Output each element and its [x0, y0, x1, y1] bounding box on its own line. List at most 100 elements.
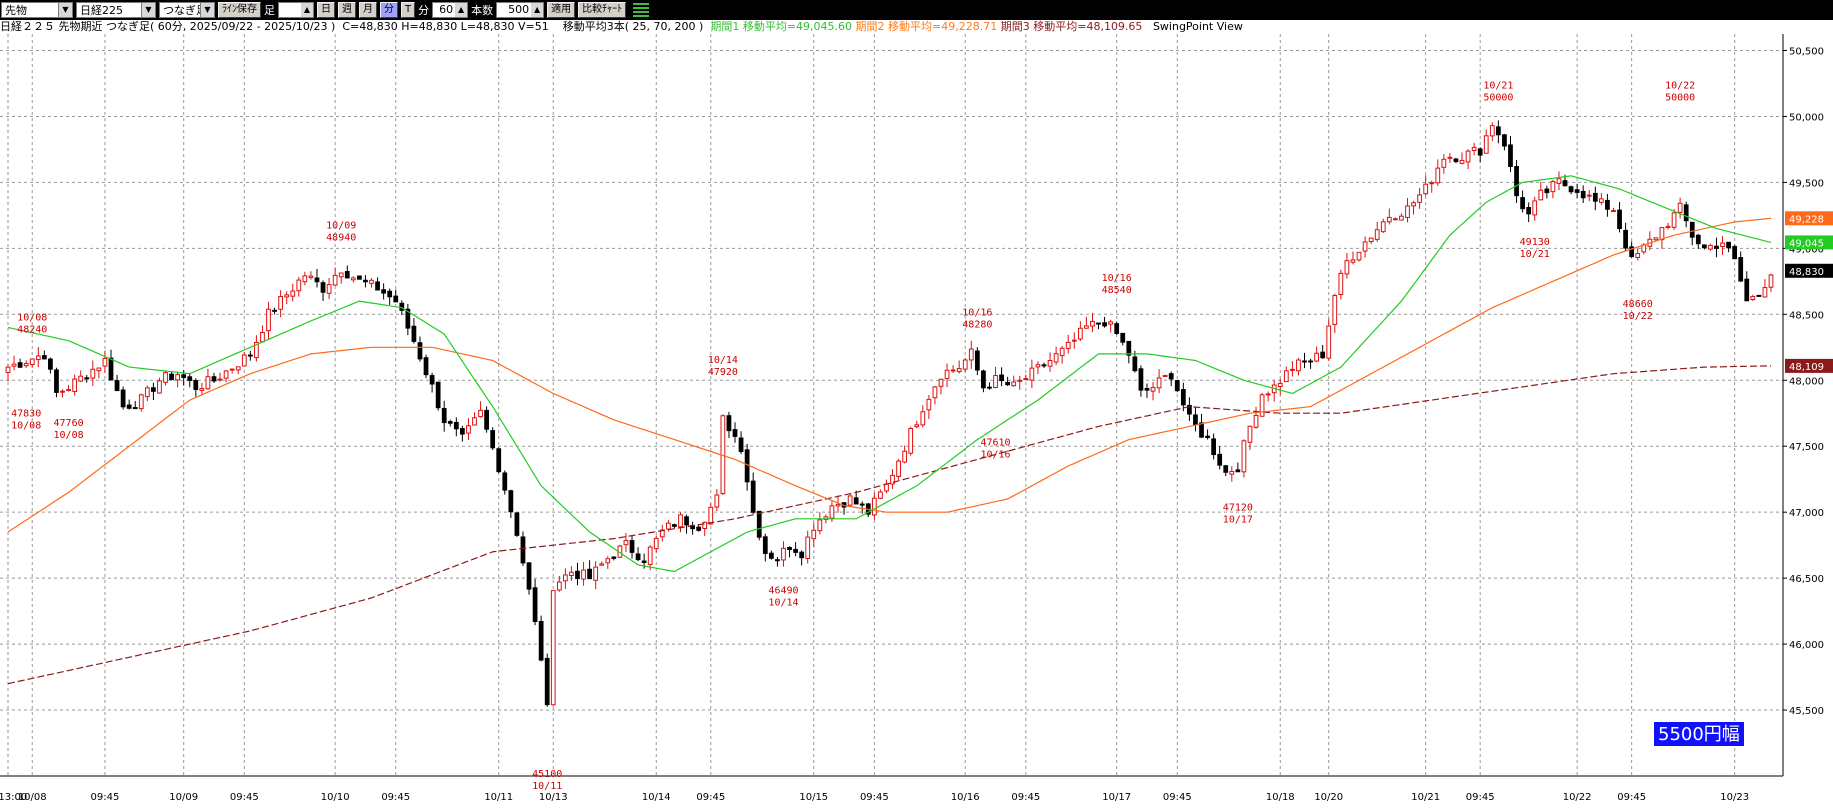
candle-body [1514, 166, 1519, 197]
candle-body [453, 421, 459, 430]
candle-body [847, 495, 853, 506]
y-tick-label: 48,500 [1789, 310, 1824, 321]
period-button-tick[interactable]: T [401, 2, 416, 18]
candle-body [968, 348, 974, 361]
y-tick-label: 49,000 [1789, 244, 1824, 255]
chevron-down-icon[interactable]: ▼ [200, 3, 214, 17]
period-button-week[interactable]: 週 [338, 2, 356, 18]
candle-body [732, 429, 738, 437]
candle-body [1150, 387, 1156, 392]
candle-body [556, 581, 562, 591]
market-select[interactable]: 先物 ▼ [1, 2, 73, 18]
ashi-input[interactable]: ▲ [278, 2, 314, 18]
candle-body [48, 358, 53, 370]
candle-body [956, 368, 962, 373]
chevron-down-icon[interactable]: ▼ [58, 3, 72, 17]
candle-body [1011, 381, 1017, 387]
candle-body [1174, 380, 1180, 392]
candle-body [629, 540, 635, 553]
candle-body [514, 512, 520, 536]
candle-body [1229, 471, 1235, 475]
candle-body [405, 308, 411, 329]
period-button-minute[interactable]: 分 [380, 2, 398, 18]
candle-body [1617, 209, 1622, 229]
candle-body [593, 566, 599, 581]
minutes-value: 60 [439, 3, 454, 16]
spin-icon[interactable]: ▲ [531, 3, 544, 17]
x-tick-label: 10/14 [642, 792, 671, 803]
candle-body [151, 387, 156, 392]
candle-body [775, 559, 780, 562]
candle-body [41, 355, 47, 360]
candle-body [1090, 320, 1095, 327]
candle-body [1138, 368, 1144, 391]
candle-body [1077, 327, 1083, 340]
candle-body [853, 497, 859, 505]
symbol-select-value: 日経225 [80, 4, 123, 17]
compare-chart-button[interactable]: 比較ﾁｬｰﾄ [578, 2, 627, 18]
candle-body [29, 358, 35, 366]
candle-body [1671, 212, 1677, 228]
spin-icon[interactable]: ▲ [455, 3, 468, 17]
symbol-select[interactable]: 日経225 ▼ [76, 2, 156, 18]
candle-body [290, 290, 296, 297]
candle-body [387, 290, 393, 298]
candle-body [393, 295, 399, 303]
candle-body [126, 404, 132, 409]
minutes-input[interactable]: 60 ▲ [432, 2, 469, 18]
x-tick-label: 7 13:00 [0, 792, 27, 803]
candle-body [466, 425, 471, 434]
candle-body [1120, 332, 1126, 343]
candle-body [254, 341, 259, 359]
candle-body [1059, 347, 1065, 357]
line-save-button[interactable]: ﾗｲﾝ保存 [218, 2, 261, 18]
apply-button[interactable]: 適用 [547, 2, 576, 18]
y-tick-label: 47,000 [1789, 508, 1824, 519]
spin-icon[interactable]: ▲ [301, 3, 313, 17]
candle-body [17, 362, 23, 368]
candle-body [817, 519, 823, 532]
candle-body [1477, 148, 1483, 156]
candle-body [1386, 216, 1392, 223]
candle-body [1126, 340, 1132, 356]
count-input[interactable]: 500 ▲ [496, 2, 545, 18]
candle-body [993, 375, 998, 389]
candle-body [1259, 394, 1265, 417]
candle-body [1417, 194, 1422, 203]
swing-label: 10/08 [17, 313, 47, 324]
candle-body [938, 378, 944, 387]
candle-body [896, 460, 901, 477]
candle-body [1441, 158, 1447, 168]
candle-body [581, 569, 586, 580]
period-button-month[interactable]: 月 [359, 2, 377, 18]
candle-body [35, 355, 41, 361]
candle-body [90, 368, 96, 379]
candle-body [1550, 181, 1556, 193]
candle-body [811, 529, 817, 540]
mode-select[interactable]: つなぎ足 ▼ [159, 2, 215, 18]
candle-body [726, 415, 732, 432]
candle-body [1290, 368, 1295, 371]
candle-body [417, 342, 423, 360]
bars-icon[interactable] [633, 3, 650, 17]
candle-body [1399, 215, 1404, 221]
candle-body [235, 366, 241, 371]
chevron-down-icon[interactable]: ▼ [141, 3, 155, 17]
candle-body [1714, 245, 1719, 249]
x-tick-label: 09:45 [696, 792, 725, 803]
candle-body [1586, 194, 1592, 197]
x-tick-label: 09:45 [1617, 792, 1646, 803]
candle-body [272, 309, 277, 312]
candle-body [429, 375, 435, 385]
candle-body [399, 302, 405, 311]
swing-label: 47920 [708, 367, 738, 378]
period-button-day[interactable]: 日 [317, 2, 335, 18]
candle-body [787, 547, 792, 550]
candle-body [1392, 218, 1398, 221]
candle-body [163, 372, 168, 383]
candle-body [1683, 204, 1689, 222]
candle-body [1047, 360, 1053, 367]
swing-label: 10/08 [54, 430, 84, 441]
candle-body [1114, 323, 1120, 334]
